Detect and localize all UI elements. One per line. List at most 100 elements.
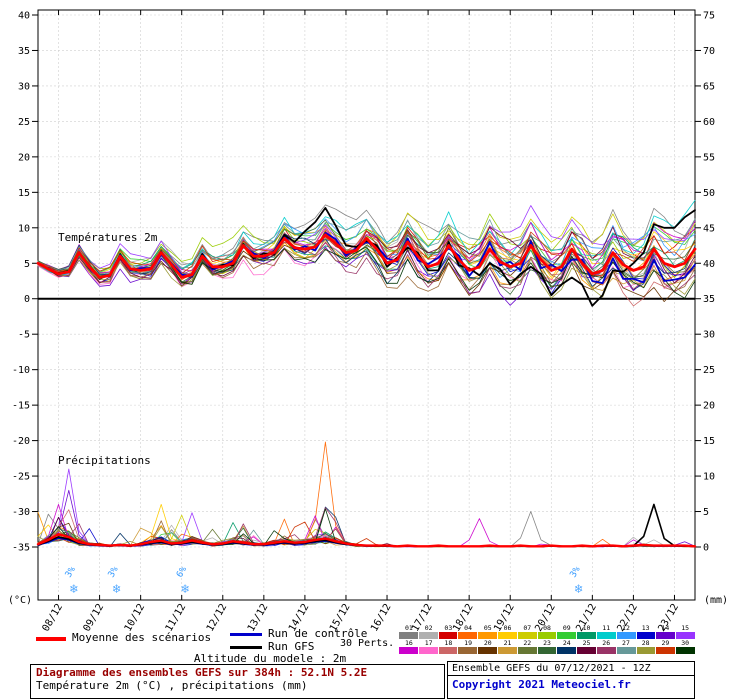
svg-text:20: 20 xyxy=(18,152,30,163)
svg-text:-10: -10 xyxy=(12,365,30,376)
pert-color-square xyxy=(478,632,497,639)
pert-number: 15 xyxy=(675,625,695,632)
svg-text:(°C): (°C) xyxy=(8,595,32,606)
svg-text:15: 15 xyxy=(18,188,30,199)
svg-text:40: 40 xyxy=(18,11,30,22)
pert-color-square xyxy=(458,632,477,639)
ensemble-chart: (°C)(mm)4035302520151050-5-10-15-20-25-3… xyxy=(0,0,740,628)
pert-number: 22 xyxy=(517,640,537,647)
svg-text:30: 30 xyxy=(703,330,715,341)
svg-text:40: 40 xyxy=(703,259,715,270)
pert-number: 30 xyxy=(675,640,695,647)
pert-number: 20 xyxy=(478,640,498,647)
gridlines xyxy=(38,10,695,600)
pert-color-square xyxy=(538,647,557,654)
pert-color-square xyxy=(597,632,616,639)
pert-number: 11 xyxy=(596,625,616,632)
pert-number: 07 xyxy=(517,625,537,632)
precip-axis-labels: 757065605550454035302520151050 xyxy=(703,11,715,554)
svg-text:12/12: 12/12 xyxy=(205,602,230,634)
svg-text:10: 10 xyxy=(703,472,715,483)
svg-text:08/12: 08/12 xyxy=(41,602,66,634)
temp-axis-labels: 4035302520151050-5-10-15-20-25-30-35 xyxy=(12,11,30,554)
pert-color-square xyxy=(617,647,636,654)
svg-text:Températures 2m: Températures 2m xyxy=(58,231,158,244)
pert-number: 19 xyxy=(458,640,478,647)
pert-color-square xyxy=(676,632,695,639)
svg-text:35: 35 xyxy=(703,294,715,305)
svg-text:50: 50 xyxy=(703,188,715,199)
pert-numbers-row2: 161718192021222324252627282930 xyxy=(399,640,695,647)
pert-color-square xyxy=(637,647,656,654)
gfs-line-swatch xyxy=(230,646,262,649)
run-info: Ensemble GEFS du 07/12/2021 - 12Z xyxy=(448,662,694,676)
perts-count-label: 30 Perts. xyxy=(340,638,394,649)
diagram-title-box: Diagramme des ensembles GEFS sur 384h : … xyxy=(30,664,445,699)
pert-color-square xyxy=(439,632,458,639)
pert-color-square xyxy=(597,647,616,654)
svg-text:3%: 3% xyxy=(64,565,78,580)
diagram-subtitle: Température 2m (°C) , précipitations (mm… xyxy=(36,679,439,692)
svg-text:35: 35 xyxy=(18,46,30,57)
pert-number: 14 xyxy=(656,625,676,632)
pert-number: 03 xyxy=(438,625,458,632)
pert-number: 08 xyxy=(537,625,557,632)
svg-text:-25: -25 xyxy=(12,472,30,483)
pert-color-square xyxy=(617,632,636,639)
svg-text:70: 70 xyxy=(703,46,715,57)
svg-text:25: 25 xyxy=(18,117,30,128)
pert-number: 16 xyxy=(399,640,419,647)
svg-text:11/12: 11/12 xyxy=(164,602,189,634)
svg-text:15: 15 xyxy=(703,436,715,447)
axes: (°C) (mm) xyxy=(8,10,728,606)
main-lines xyxy=(38,208,695,547)
snowflake-icon: ❄ xyxy=(69,582,78,597)
run-info-box: Ensemble GEFS du 07/12/2021 - 12Z Copyri… xyxy=(447,661,695,699)
svg-text:09/12: 09/12 xyxy=(82,602,107,634)
pert-color-square xyxy=(557,647,576,654)
pert-number: 27 xyxy=(616,640,636,647)
mean-line-swatch xyxy=(36,637,66,641)
ensemble-member-lines xyxy=(38,200,695,547)
pert-color-square xyxy=(458,647,477,654)
pert-color-square xyxy=(637,632,656,639)
svg-text:30: 30 xyxy=(18,81,30,92)
pert-number: 26 xyxy=(596,640,616,647)
svg-text:3%: 3% xyxy=(569,565,583,580)
pert-color-square xyxy=(419,632,438,639)
meteociel-ensemble-page: (°C)(mm)4035302520151050-5-10-15-20-25-3… xyxy=(0,0,740,700)
svg-text:(mm): (mm) xyxy=(704,595,728,606)
svg-text:13/12: 13/12 xyxy=(246,602,271,634)
snowflake-icon: ❄ xyxy=(112,582,121,597)
pert-color-square xyxy=(478,647,497,654)
svg-text:65: 65 xyxy=(703,81,715,92)
pert-color-square xyxy=(577,632,596,639)
svg-text:20: 20 xyxy=(703,401,715,412)
pert-color-square xyxy=(577,647,596,654)
pert-color-square xyxy=(538,632,557,639)
pert-color-square xyxy=(498,647,517,654)
snow-markers: ❄3%❄3%❄6%❄3% xyxy=(64,565,583,597)
pert-color-square xyxy=(518,647,537,654)
control-line-swatch xyxy=(230,633,262,636)
diagram-title: Diagramme des ensembles GEFS sur 384h : … xyxy=(36,666,439,679)
svg-text:-20: -20 xyxy=(12,436,30,447)
svg-text:60: 60 xyxy=(703,117,715,128)
pert-color-square xyxy=(557,632,576,639)
gfs-run-line xyxy=(38,208,695,547)
pert-number: 13 xyxy=(636,625,656,632)
pert-numbers-row1: 010203040506070809101112131415 xyxy=(399,625,695,632)
pert-color-square xyxy=(676,647,695,654)
pert-number: 06 xyxy=(498,625,518,632)
pert-color-square xyxy=(498,632,517,639)
svg-text:10: 10 xyxy=(18,223,30,234)
pert-number: 18 xyxy=(438,640,458,647)
pert-color-squares-row2 xyxy=(399,647,695,654)
pert-color-square xyxy=(656,647,675,654)
pert-number: 01 xyxy=(399,625,419,632)
pert-number: 24 xyxy=(557,640,577,647)
pert-color-square xyxy=(656,632,675,639)
pert-number: 17 xyxy=(419,640,439,647)
pert-color-squares-row1 xyxy=(399,632,695,639)
snowflake-icon: ❄ xyxy=(574,582,583,597)
